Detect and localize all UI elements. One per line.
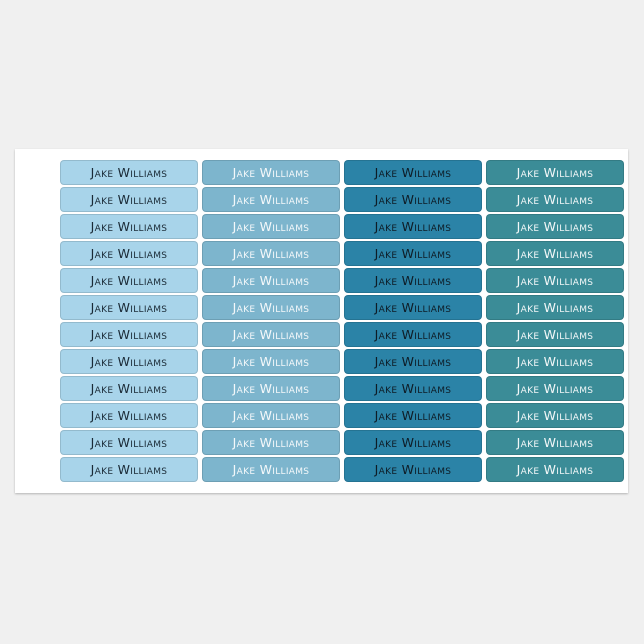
name-label: Jake Williams xyxy=(60,295,198,320)
name-label: Jake Williams xyxy=(202,376,340,401)
name-label: Jake Williams xyxy=(486,349,624,374)
name-label: Jake Williams xyxy=(60,160,198,185)
name-label: Jake Williams xyxy=(60,214,198,239)
name-label: Jake Williams xyxy=(344,160,482,185)
name-label: Jake Williams xyxy=(344,430,482,455)
name-label: Jake Williams xyxy=(344,214,482,239)
name-label: Jake Williams xyxy=(486,241,624,266)
name-label: Jake Williams xyxy=(344,295,482,320)
name-label: Jake Williams xyxy=(202,349,340,374)
name-label: Jake Williams xyxy=(486,160,624,185)
name-label: Jake Williams xyxy=(486,322,624,347)
name-label: Jake Williams xyxy=(202,160,340,185)
name-label: Jake Williams xyxy=(486,295,624,320)
name-label: Jake Williams xyxy=(486,403,624,428)
name-label: Jake Williams xyxy=(202,457,340,482)
name-label: Jake Williams xyxy=(344,187,482,212)
name-label: Jake Williams xyxy=(344,241,482,266)
name-label: Jake Williams xyxy=(202,322,340,347)
name-label: Jake Williams xyxy=(344,322,482,347)
label-column: Jake Williams Jake Williams Jake Williams J… xyxy=(202,160,340,482)
name-label: Jake Williams xyxy=(202,403,340,428)
name-label: Jake Williams xyxy=(344,403,482,428)
name-label: Jake Williams xyxy=(202,241,340,266)
name-label: Jake Williams xyxy=(60,241,198,266)
name-label: Jake Williams xyxy=(202,430,340,455)
label-column: Jake Williams Jake Williams Jake Williams J… xyxy=(344,160,482,482)
name-label: Jake Williams xyxy=(202,187,340,212)
name-label: Jake Williams xyxy=(344,349,482,374)
label-column: Jake Williams Jake Williams Jake Williams J… xyxy=(60,160,198,482)
name-label: Jake Williams xyxy=(486,376,624,401)
name-label: Jake Williams xyxy=(344,376,482,401)
label-grid: Jake Williams Jake Williams Jake Williams J… xyxy=(60,160,624,482)
name-label: Jake Williams xyxy=(486,268,624,293)
name-label: Jake Williams xyxy=(202,268,340,293)
name-label: Jake Williams xyxy=(60,322,198,347)
name-label: Jake Williams xyxy=(486,430,624,455)
label-column: Jake Williams Jake Williams Jake Williams J… xyxy=(486,160,624,482)
name-label: Jake Williams xyxy=(202,295,340,320)
name-label: Jake Williams xyxy=(60,403,198,428)
name-label: Jake Williams xyxy=(344,268,482,293)
name-label: Jake Williams xyxy=(60,349,198,374)
name-label: Jake Williams xyxy=(60,457,198,482)
name-label: Jake Williams xyxy=(60,187,198,212)
name-label: Jake Williams xyxy=(60,430,198,455)
name-label: Jake Williams xyxy=(344,457,482,482)
name-label: Jake Williams xyxy=(60,268,198,293)
name-label: Jake Williams xyxy=(486,457,624,482)
name-label: Jake Williams xyxy=(202,214,340,239)
name-label: Jake Williams xyxy=(486,214,624,239)
name-label: Jake Williams xyxy=(60,376,198,401)
label-sheet: Jake Williams Jake Williams Jake Williams J… xyxy=(15,149,628,493)
name-label: Jake Williams xyxy=(486,187,624,212)
